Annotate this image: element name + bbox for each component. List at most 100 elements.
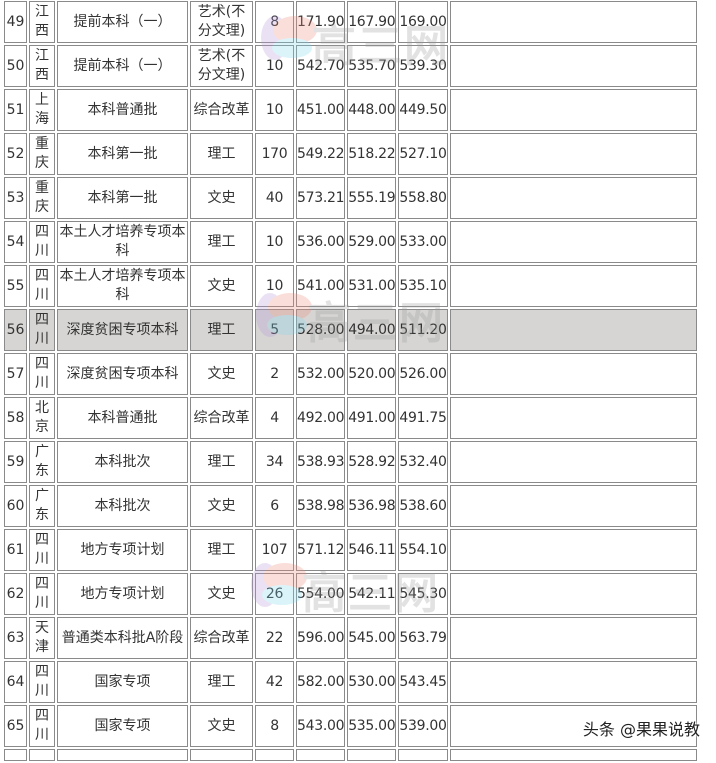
subject-category-cell: 理工 [190,221,253,263]
row-number-cell: 55 [4,265,27,307]
row-number-cell: 65 [4,705,27,747]
note-cell [449,89,697,131]
note-cell [449,353,697,395]
plan-count-cell: 5 [255,309,294,351]
plan-count-cell: 10 [255,265,294,307]
avg-score-cell: 449.50 [398,89,448,131]
province-cell: 广东 [29,485,55,527]
table-body: 49 江西 提前本科（一） 艺术(不分文理) 8 171.90 167.90 169.00 50… [4,1,697,761]
min-score-cell: 528.92 [347,441,397,483]
subject-category-cell: 理工 [190,529,253,571]
avg-score-cell: 169.00 [398,1,448,43]
table-row: 60 广东 本科批次 文史 6 538.98 536.98 538.60 [4,485,697,527]
min-score-cell: 555.19 [347,177,397,219]
row-number-cell: 64 [4,661,27,703]
empty-cell [296,749,346,761]
max-score-cell: 542.70 [296,45,346,87]
avg-score-cell: 511.20 [398,309,448,351]
row-number-cell: 61 [4,529,27,571]
avg-score-cell: 563.79 [398,617,448,659]
row-number-cell: 51 [4,89,27,131]
avg-score-cell: 535.10 [398,265,448,307]
avg-score-cell: 543.45 [398,661,448,703]
empty-cell [449,749,697,761]
note-cell [449,573,697,615]
avg-score-cell: 527.10 [398,133,448,175]
max-score-cell: 538.98 [296,485,346,527]
batch-name-cell: 深度贫困专项本科 [57,353,188,395]
empty-cell [190,749,253,761]
row-number-cell: 63 [4,617,27,659]
min-score-cell: 529.00 [347,221,397,263]
note-cell [449,221,697,263]
min-score-cell: 518.22 [347,133,397,175]
batch-name-cell: 提前本科（一） [57,1,188,43]
empty-cell [398,749,448,761]
max-score-cell: 573.21 [296,177,346,219]
empty-cell [347,749,397,761]
table-row: 50 江西 提前本科（一） 艺术(不分文理) 10 542.70 535.70 539.30 [4,45,697,87]
batch-name-cell: 提前本科（一） [57,45,188,87]
note-cell [449,441,697,483]
batch-name-cell: 本科第一批 [57,177,188,219]
province-cell: 天津 [29,617,55,659]
row-number-cell: 58 [4,397,27,439]
province-cell: 江西 [29,45,55,87]
row-number-cell: 57 [4,353,27,395]
max-score-cell: 543.00 [296,705,346,747]
note-cell [449,45,697,87]
empty-cell [255,749,294,761]
subject-category-cell: 艺术(不分文理) [190,1,253,43]
plan-count-cell: 6 [255,485,294,527]
min-score-cell: 448.00 [347,89,397,131]
note-cell [449,529,697,571]
batch-name-cell: 国家专项 [57,661,188,703]
min-score-cell: 494.00 [347,309,397,351]
avg-score-cell: 539.00 [398,705,448,747]
province-cell: 江西 [29,1,55,43]
table-row: 52 重庆 本科第一批 理工 170 549.22 518.22 527.10 [4,133,697,175]
row-number-cell: 54 [4,221,27,263]
min-score-cell: 535.70 [347,45,397,87]
max-score-cell: 554.00 [296,573,346,615]
table-row: 55 四川 本土人才培养专项本科 文史 10 541.00 531.00 535.10 [4,265,697,307]
batch-name-cell: 本科第一批 [57,133,188,175]
plan-count-cell: 170 [255,133,294,175]
max-score-cell: 549.22 [296,133,346,175]
plan-count-cell: 34 [255,441,294,483]
max-score-cell: 532.00 [296,353,346,395]
row-number-cell: 62 [4,573,27,615]
avg-score-cell: 532.40 [398,441,448,483]
avg-score-cell: 545.30 [398,573,448,615]
plan-count-cell: 107 [255,529,294,571]
min-score-cell: 520.00 [347,353,397,395]
plan-count-cell: 2 [255,353,294,395]
row-number-cell: 59 [4,441,27,483]
province-cell: 重庆 [29,177,55,219]
plan-count-cell: 4 [255,397,294,439]
table-row: 61 四川 地方专项计划 理工 107 571.12 546.11 554.10 [4,529,697,571]
plan-count-cell: 40 [255,177,294,219]
subject-category-cell: 文史 [190,177,253,219]
subject-category-cell: 文史 [190,485,253,527]
note-cell [449,133,697,175]
max-score-cell: 492.00 [296,397,346,439]
avg-score-cell: 526.00 [398,353,448,395]
plan-count-cell: 10 [255,221,294,263]
province-cell: 重庆 [29,133,55,175]
subject-category-cell: 文史 [190,353,253,395]
empty-cell [57,749,188,761]
table-row: 51 上海 本科普通批 综合改革 10 451.00 448.00 449.50 [4,89,697,131]
avg-score-cell: 558.80 [398,177,448,219]
avg-score-cell: 491.75 [398,397,448,439]
max-score-cell: 171.90 [296,1,346,43]
province-cell: 四川 [29,309,55,351]
province-cell: 上海 [29,89,55,131]
note-cell [449,265,697,307]
batch-name-cell: 本科批次 [57,485,188,527]
subject-category-cell: 综合改革 [190,397,253,439]
min-score-cell: 546.11 [347,529,397,571]
plan-count-cell: 42 [255,661,294,703]
batch-name-cell: 普通类本科批A阶段 [57,617,188,659]
table-row: 63 天津 普通类本科批A阶段 综合改革 22 596.00 545.00 563.79 [4,617,697,659]
